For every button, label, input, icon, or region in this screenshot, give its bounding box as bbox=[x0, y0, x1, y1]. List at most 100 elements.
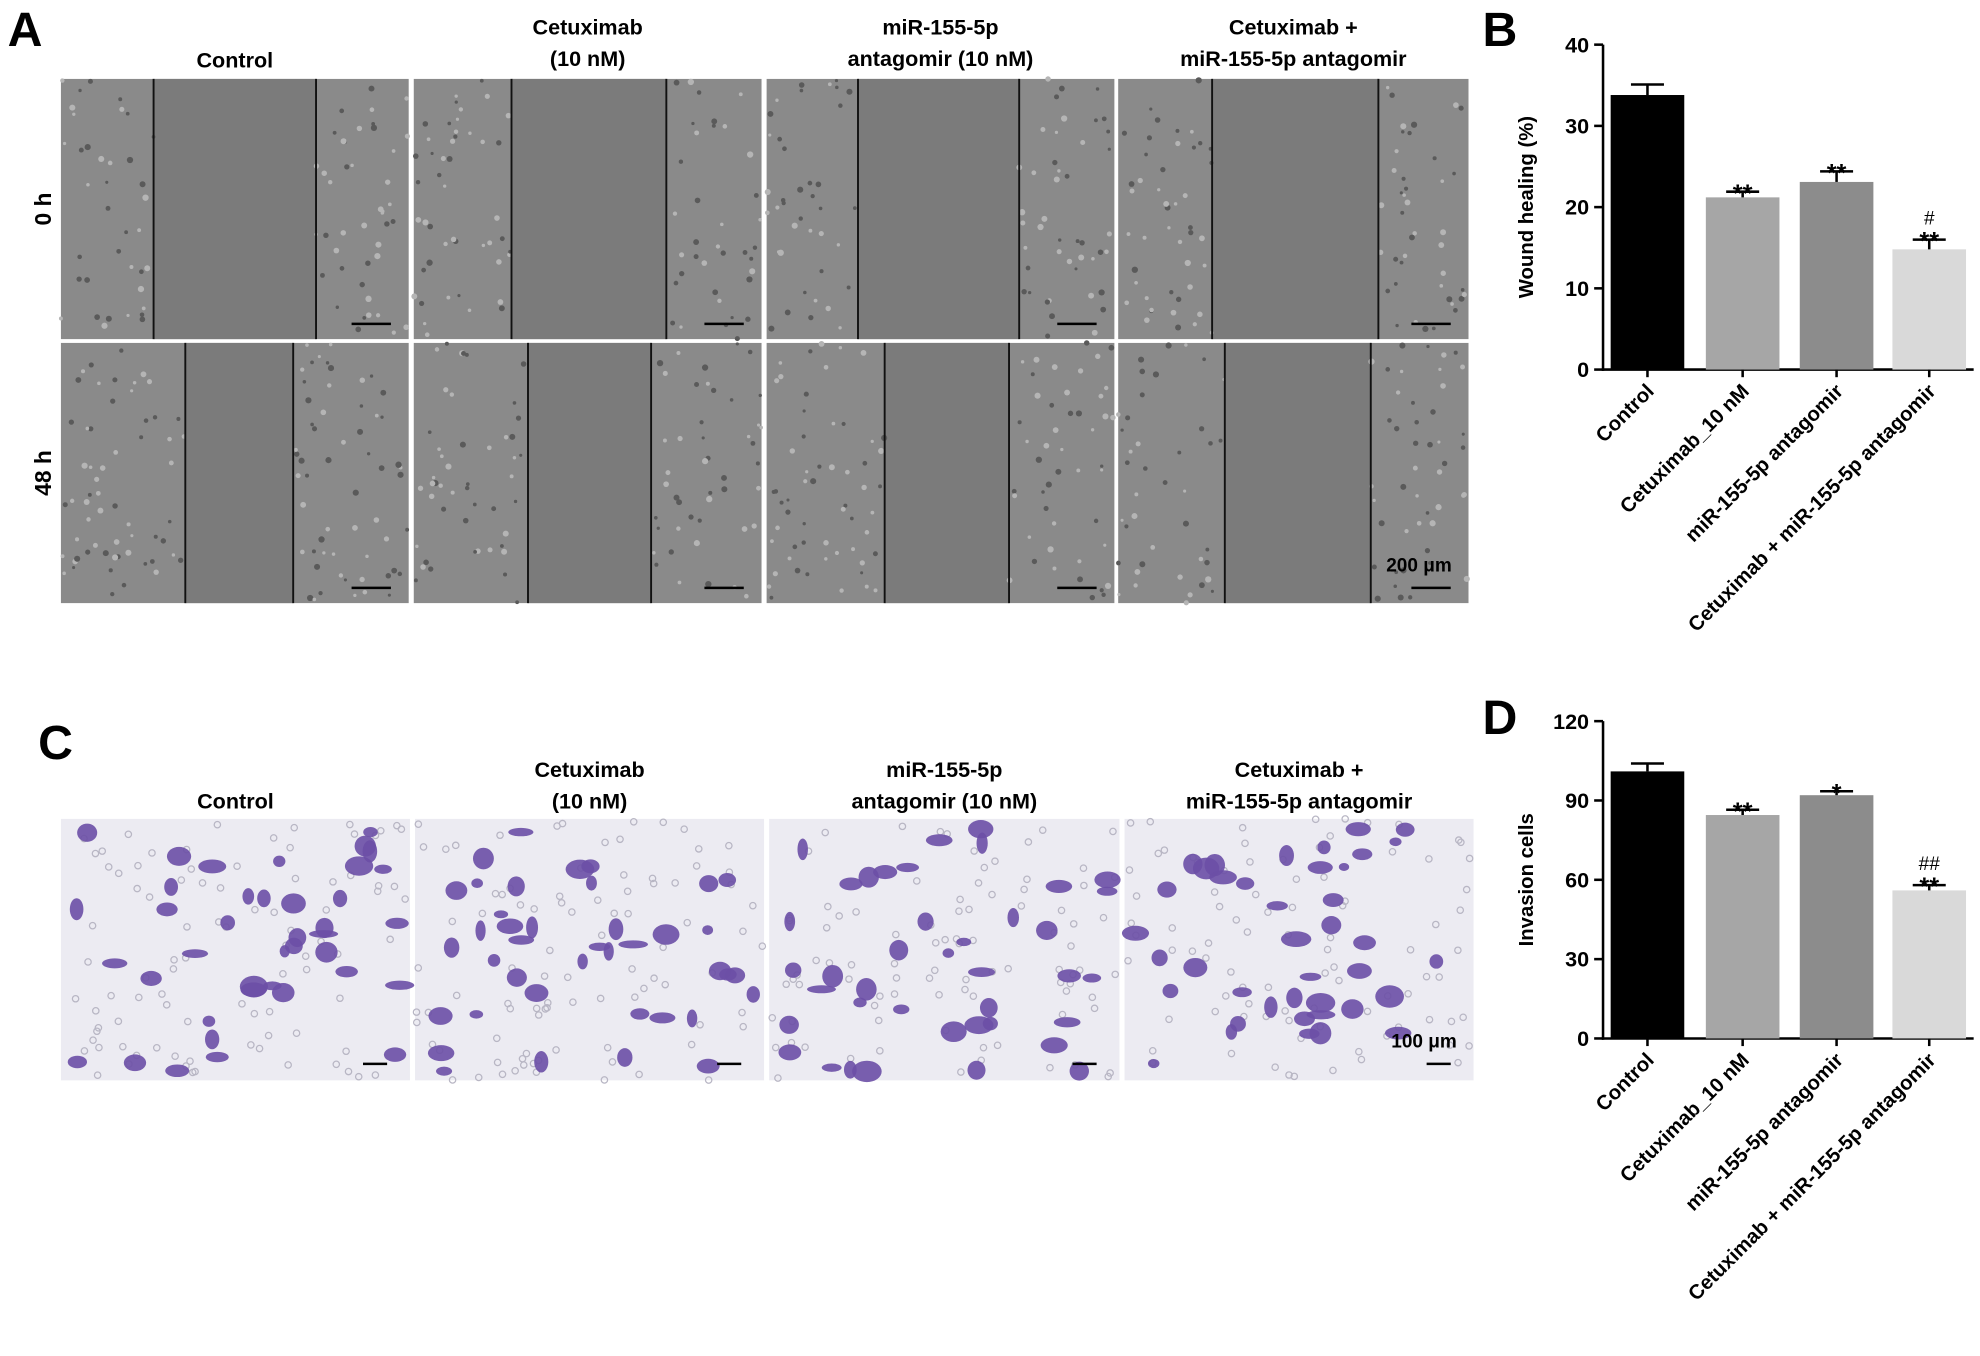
cell bbox=[113, 539, 120, 545]
pore bbox=[104, 863, 113, 871]
cell bbox=[654, 562, 659, 567]
cell bbox=[808, 228, 813, 233]
cell bbox=[202, 1015, 216, 1027]
cell bbox=[1124, 300, 1130, 306]
cell bbox=[750, 440, 756, 446]
cell bbox=[852, 1060, 882, 1083]
cell bbox=[1307, 861, 1333, 874]
cell bbox=[1412, 440, 1419, 446]
cell bbox=[472, 847, 494, 870]
cell bbox=[391, 149, 396, 153]
cell bbox=[1393, 256, 1399, 262]
cell bbox=[487, 240, 493, 246]
cell bbox=[878, 484, 883, 489]
cell bbox=[677, 435, 683, 442]
cell bbox=[1183, 853, 1203, 875]
cell bbox=[586, 875, 597, 891]
cell bbox=[1210, 589, 1214, 593]
cell bbox=[1020, 360, 1025, 364]
pore bbox=[302, 965, 311, 974]
cell bbox=[105, 180, 109, 184]
pore bbox=[1004, 964, 1013, 973]
pore bbox=[725, 841, 733, 850]
cell bbox=[365, 312, 372, 318]
cell bbox=[415, 544, 419, 549]
cell bbox=[472, 502, 477, 507]
cell bbox=[1143, 466, 1148, 471]
cell bbox=[373, 517, 380, 523]
cell bbox=[1104, 582, 1112, 589]
pore bbox=[1038, 826, 1047, 834]
cell bbox=[423, 559, 429, 566]
cell bbox=[441, 506, 447, 512]
cell bbox=[778, 361, 783, 365]
column-title: miR-155-5p bbox=[886, 757, 1002, 782]
pore bbox=[183, 923, 191, 931]
cell bbox=[840, 506, 846, 512]
cell bbox=[1093, 518, 1099, 524]
pore bbox=[1023, 875, 1031, 884]
pore bbox=[593, 896, 602, 904]
pore bbox=[169, 965, 178, 973]
cell bbox=[1440, 229, 1447, 236]
column-title: (10 nM) bbox=[550, 46, 625, 71]
cell bbox=[1453, 102, 1459, 108]
cell bbox=[454, 100, 458, 104]
cell bbox=[1399, 260, 1404, 265]
pore bbox=[119, 1042, 127, 1051]
cell bbox=[699, 875, 719, 893]
micrograph bbox=[60, 818, 415, 1081]
cell bbox=[427, 430, 432, 434]
pore bbox=[1454, 946, 1462, 955]
cell bbox=[825, 305, 831, 312]
cell bbox=[344, 164, 350, 170]
pore bbox=[1290, 1072, 1299, 1081]
pore bbox=[774, 1074, 782, 1082]
micrograph bbox=[412, 817, 767, 1084]
cell bbox=[171, 553, 176, 557]
cell bbox=[982, 1016, 998, 1031]
cell bbox=[105, 315, 112, 322]
pore bbox=[390, 882, 399, 891]
cell bbox=[808, 349, 813, 354]
cell bbox=[1101, 592, 1106, 597]
pore bbox=[601, 838, 609, 847]
cell bbox=[1407, 130, 1412, 136]
pore bbox=[1104, 1072, 1113, 1081]
cell bbox=[298, 457, 305, 464]
cell bbox=[818, 231, 824, 237]
pore bbox=[148, 849, 156, 857]
pore bbox=[1321, 969, 1329, 977]
cell bbox=[1139, 561, 1146, 568]
cell bbox=[1199, 235, 1205, 242]
pore bbox=[1320, 873, 1328, 881]
cell bbox=[430, 151, 434, 156]
cell bbox=[705, 381, 710, 386]
cell bbox=[1100, 468, 1104, 472]
pore bbox=[1326, 832, 1335, 840]
cell bbox=[836, 243, 841, 247]
cell bbox=[1057, 969, 1081, 983]
cell bbox=[1149, 107, 1153, 111]
pore bbox=[993, 1041, 1002, 1050]
cell bbox=[257, 889, 271, 908]
cell bbox=[1099, 588, 1104, 593]
cell bbox=[1177, 239, 1183, 245]
pore bbox=[1211, 1007, 1220, 1016]
cell bbox=[397, 471, 404, 478]
cell bbox=[1134, 492, 1139, 497]
pore bbox=[373, 887, 382, 896]
micrograph bbox=[411, 78, 762, 342]
cell bbox=[1393, 282, 1398, 286]
pore bbox=[1264, 908, 1272, 916]
cell bbox=[359, 377, 366, 383]
pore bbox=[782, 980, 791, 989]
cell bbox=[421, 267, 427, 273]
pore bbox=[758, 942, 767, 951]
y-tick-label: 10 bbox=[1565, 276, 1589, 301]
cell bbox=[422, 219, 429, 226]
cell bbox=[967, 1060, 986, 1080]
cell bbox=[1067, 410, 1074, 417]
cell bbox=[1209, 870, 1237, 885]
cell bbox=[486, 445, 492, 451]
